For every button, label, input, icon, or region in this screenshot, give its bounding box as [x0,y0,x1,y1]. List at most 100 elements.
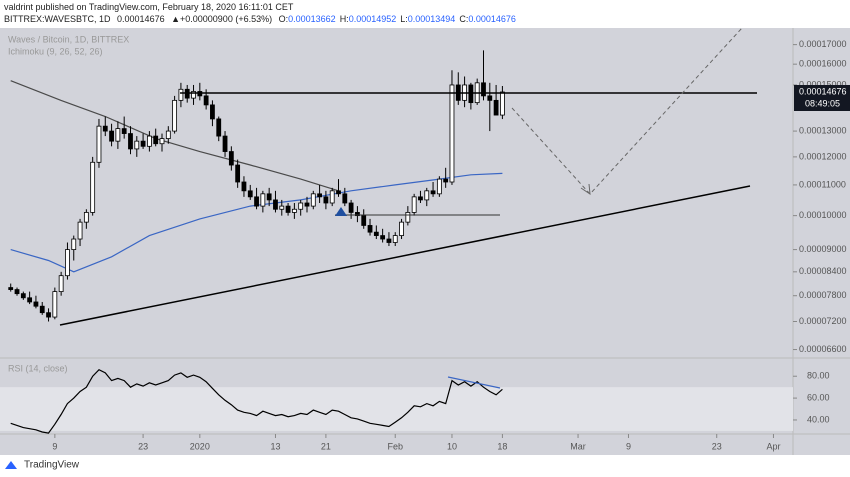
rsi-label: RSI (14, close) [8,363,68,373]
candle-body [436,178,442,195]
candle-body [298,202,304,210]
candle-body [323,196,329,204]
ohlc-value: 0.00013662 [288,14,336,24]
candle-body [8,287,14,290]
x-tick-label: 23 [712,441,722,451]
y-tick-label: 0.00013000 [799,125,847,135]
candle-body [222,135,228,152]
candle-body [329,190,335,204]
moving-average [10,80,339,192]
candle-body [191,91,196,99]
candle-body [210,104,215,120]
candle-body [500,91,505,116]
x-tick-label: 10 [447,441,457,451]
footer-logo [5,461,17,469]
candle-body [228,151,234,166]
y-tick-label: 0.00009000 [799,244,847,254]
candle-body [405,212,411,223]
ohlc: O:0.00013662 H:0.00014952 L:0.00013494 C:0.… [279,14,520,24]
x-tick-label: Feb [387,441,403,451]
candle-body [279,205,285,210]
countdown: 08:49:05 [805,98,840,108]
candle-body [443,178,449,183]
symbol-line: BITTREX:WAVESBTC, 1D 0.00014676 ▲+0.0000… [4,14,524,24]
projection-path [511,27,743,195]
y-tick-label: 0.00012000 [799,151,847,161]
candle-body [153,135,159,145]
candle-body [77,221,83,240]
candle-body [487,95,493,101]
x-tick-label: Mar [570,441,586,451]
candle-body [96,125,102,163]
candle-body [430,190,436,195]
candle-body [216,118,222,137]
x-tick-label: 2020 [190,441,210,451]
y-tick-label: 0.00011000 [799,179,846,189]
candle-body [285,205,291,213]
candle-body [235,164,241,183]
candle-body [128,133,133,150]
ohlc-value: 0.00014952 [348,14,397,24]
panel-bg [0,28,850,455]
y-tick-label: 0.00017000 [799,39,847,49]
candle-body [46,312,51,318]
y-tick-label: 0.00010000 [799,210,847,220]
candle-body [386,238,392,243]
candle-body [247,190,253,198]
support-trendline [59,185,751,326]
candle-body [71,238,77,250]
candle-body [342,193,348,204]
candle-body [399,221,404,236]
candle-body [317,193,322,198]
last-price-box [794,85,850,112]
indicator-label: Ichimoku (9, 26, 52, 26) [8,46,103,56]
candle-body [14,289,20,295]
y-tick-label: 0.00007200 [799,316,847,326]
candle-body [361,215,367,226]
x-tick-label: 23 [138,441,148,451]
candle-body [146,135,152,147]
candle-body [134,140,140,150]
candle-body [52,291,58,318]
candle-body [20,293,26,299]
candle-body [254,196,259,207]
candle-body [39,305,45,314]
y-tick-label: 0.00008400 [799,266,847,276]
y-tick-label: 0.00007800 [799,290,847,300]
candle-body [373,231,379,236]
x-tick-label: Apr [766,441,780,451]
author-line: valdrint published on TradingView.com, F… [4,2,297,12]
candle-body [33,301,39,307]
symbol: BITTREX:WAVESBTC, 1D [4,14,111,24]
candle-body [367,225,373,233]
y-tick-label: 60.00 [807,392,830,402]
signal-marker [335,207,347,216]
y-tick-label: 0.00016000 [799,59,847,69]
rsi-line [10,368,503,434]
candle-body [90,161,96,213]
chart-title: Waves / Bitcoin, 1D, BITTREX [8,34,129,44]
candle-body [102,125,108,132]
x-tick-label: 9 [52,441,57,451]
candle-body [291,208,297,213]
author: valdrint published on TradingView.com, F… [4,2,294,12]
candle-body [481,82,486,97]
candle-body [392,235,398,243]
footer-logo-text: TradingView [24,460,80,471]
candle-body [159,138,165,145]
candle-body [336,190,341,195]
candle-body [273,199,278,210]
candle-body [418,196,423,201]
y-tick-label: 40.00 [807,414,830,424]
candle-body [449,84,455,183]
candle-body [468,84,474,104]
candle-body [310,193,316,207]
y-tick-label: 0.00015000 [799,79,847,89]
candle-body [203,95,209,106]
rsi-band [0,387,793,431]
candle-body [178,88,184,101]
candle-body [355,212,360,217]
y-tick-label: 80.00 [807,371,830,381]
